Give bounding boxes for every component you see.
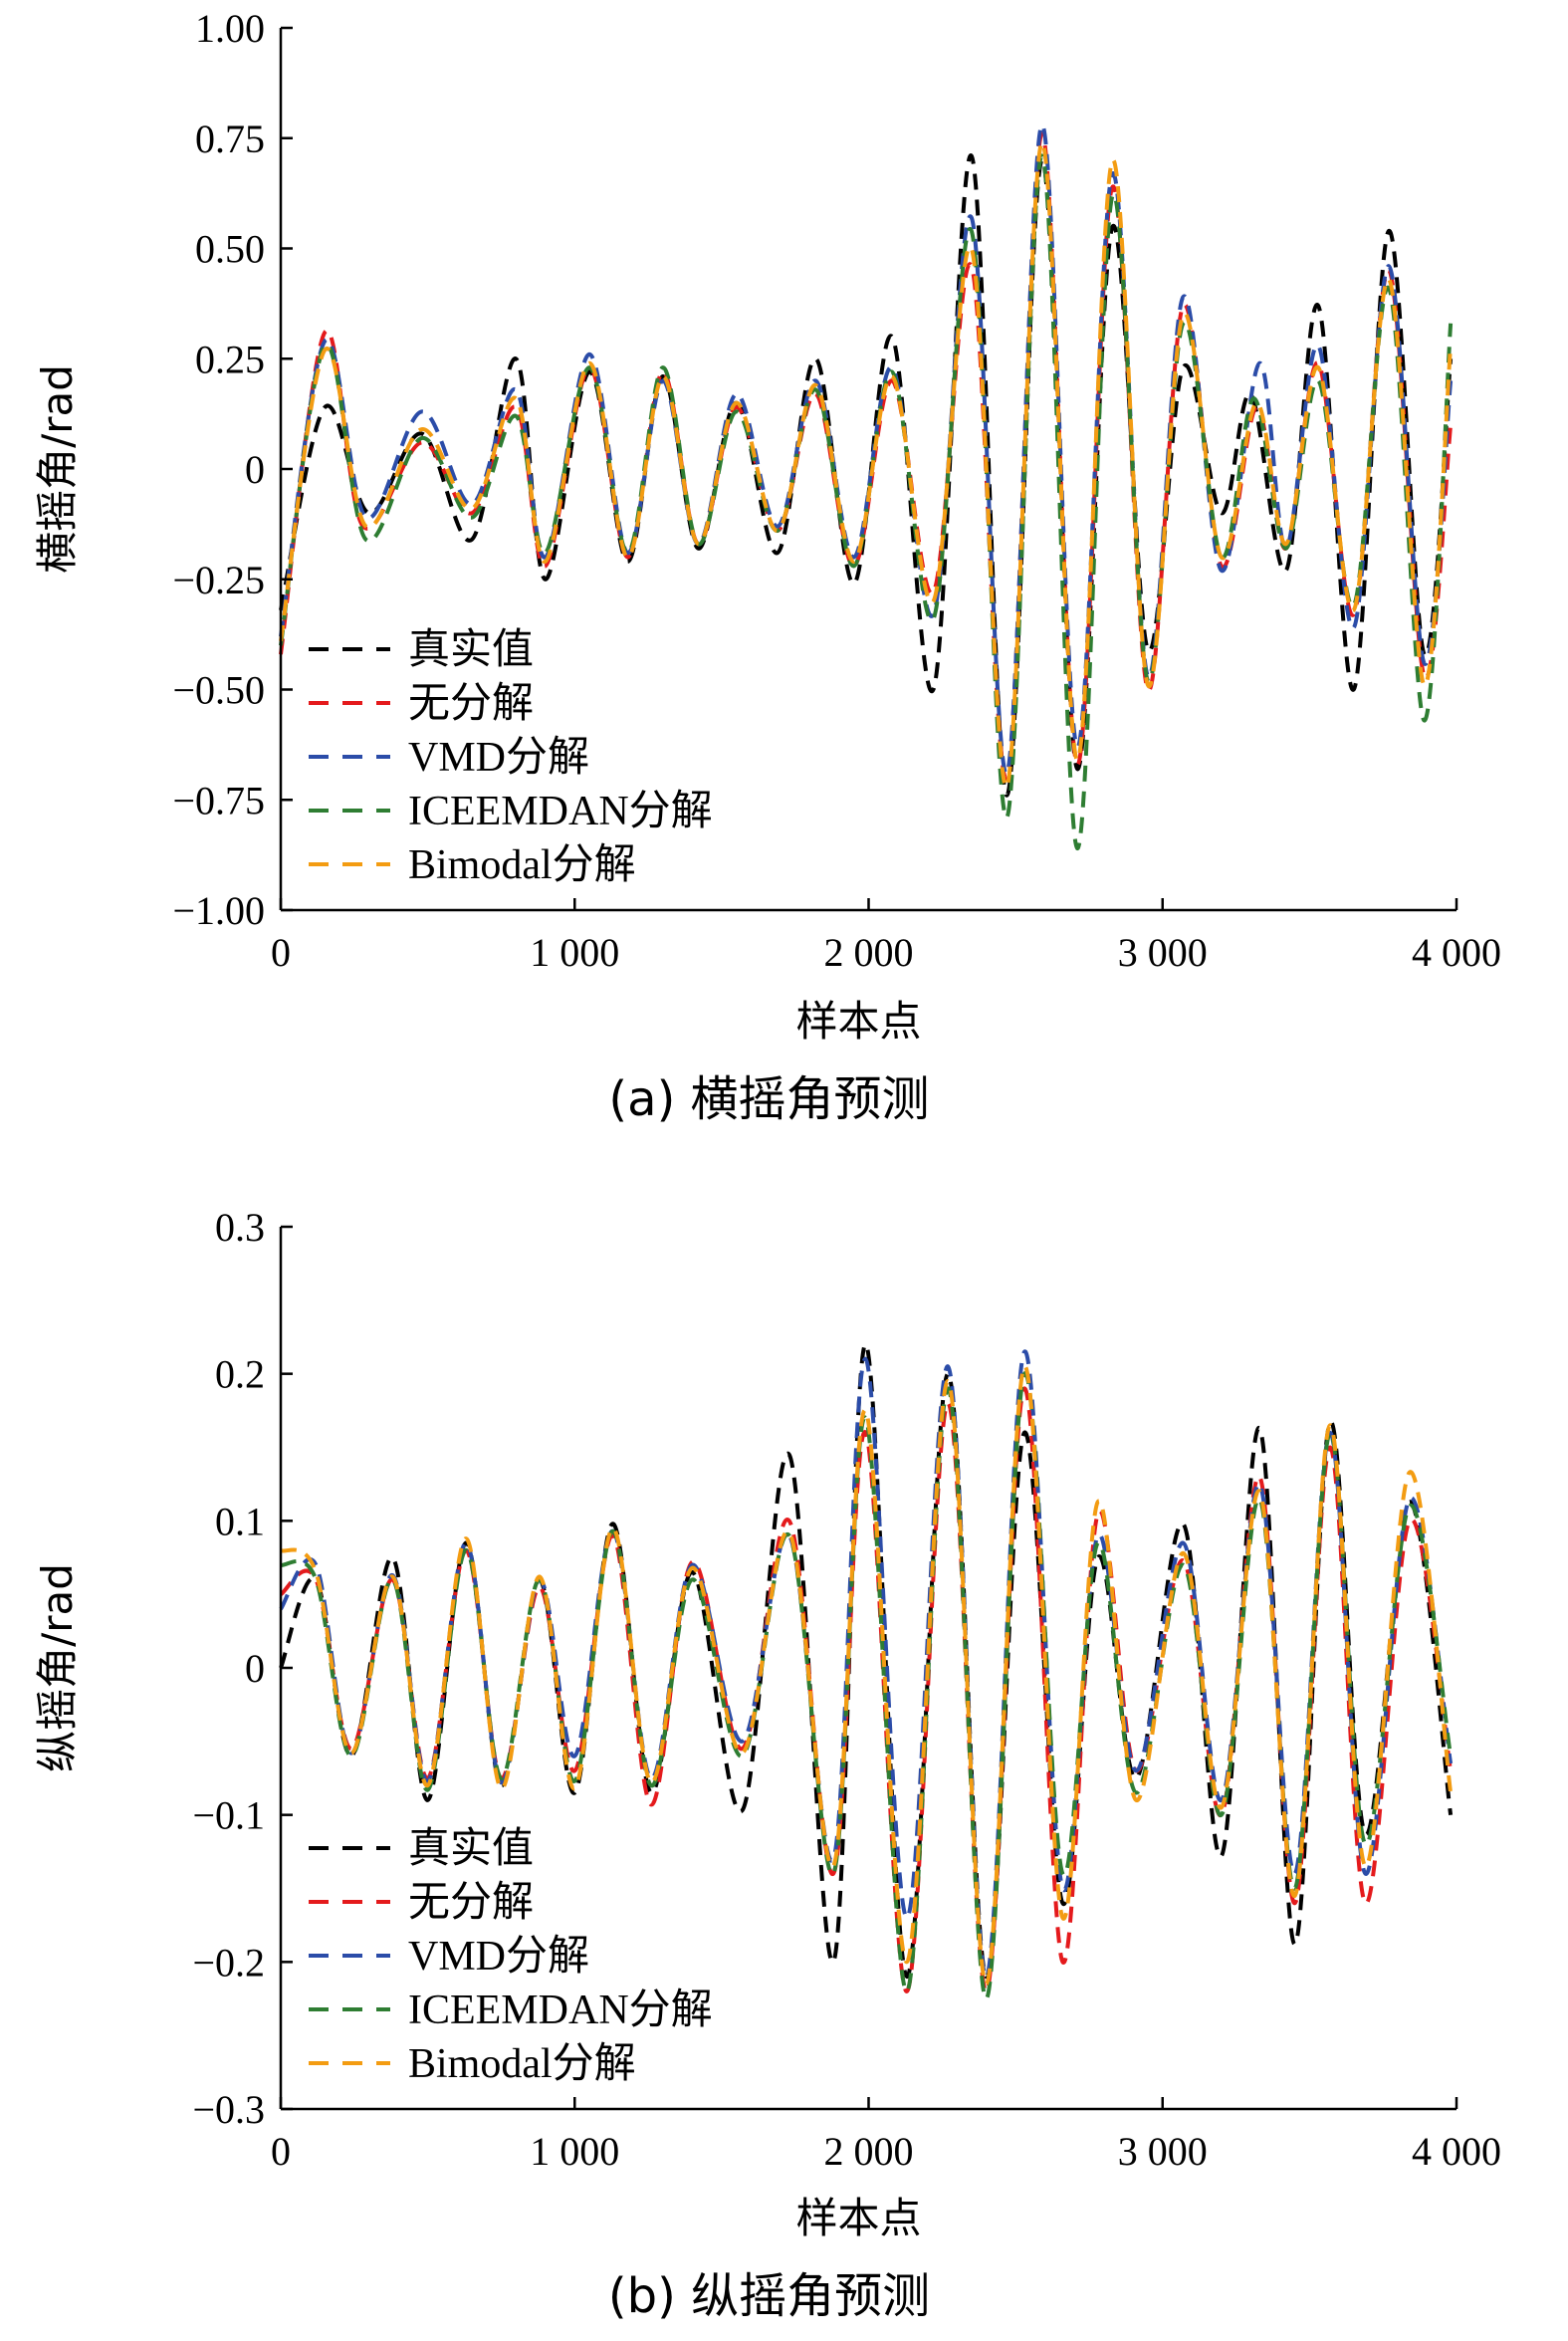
y-tick-label: 1.00	[195, 6, 265, 51]
y-tick-label: 0.2	[215, 1352, 265, 1397]
y-tick-label: −0.1	[192, 1793, 265, 1838]
legend-label-bimodal-decomposition: Bimodal分解	[408, 842, 636, 888]
x-tick-label: 0	[271, 2129, 291, 2174]
series-line-vmd-decomposition	[279, 122, 1454, 776]
x-axis-title: 样本点	[795, 2194, 921, 2242]
y-tick-label: 0.50	[195, 227, 265, 272]
y-tick-label: 0.3	[215, 1205, 265, 1250]
series-line-bimodal-decomposition	[279, 140, 1454, 790]
y-tick-label: 0.1	[215, 1499, 265, 1543]
y-tick-label: −0.50	[172, 668, 265, 713]
legend-label-iceemdan-decomposition: ICEEMDAN分解	[408, 789, 713, 834]
legend-label-vmd-decomposition: VMD分解	[408, 735, 589, 781]
y-tick-label: −0.75	[172, 778, 265, 822]
y-axis-title: 纵摇角/rad	[33, 1563, 82, 1772]
series-line-bimodal-decomposition	[279, 1364, 1454, 1987]
x-axis-title: 样本点	[795, 997, 921, 1046]
x-tick-label: 2 000	[824, 2129, 914, 2174]
legend-label-iceemdan-decomposition: ICEEMDAN分解	[408, 1988, 713, 2033]
legend-label-vmd-decomposition: VMD分解	[408, 1934, 589, 1980]
x-tick-label: 2 000	[824, 930, 914, 975]
legend-label-no-decomposition: 无分解	[408, 681, 534, 727]
x-tick-label: 3 000	[1118, 930, 1208, 975]
x-tick-label: 4 000	[1412, 930, 1501, 975]
chart-caption: (a) 横摇角预测	[608, 1071, 929, 1127]
roll-angle-chart: −1.00 −0.75 −0.50 −0.25 0 0.25 0.50 0.75 1.00 0 1 …	[33, 6, 1501, 1127]
series-group	[279, 1342, 1454, 2001]
y-tick-label: −1.00	[172, 888, 265, 933]
y-tick-label: 0	[245, 447, 265, 492]
x-tick-label: 1 000	[530, 2129, 619, 2174]
y-axis-title: 横摇角/rad	[33, 364, 82, 574]
y-tick-label: −0.3	[192, 2087, 265, 2132]
y-tick-label: 0	[245, 1646, 265, 1691]
x-tick-label: 1 000	[530, 930, 619, 975]
series-line-true-value	[279, 153, 1454, 798]
series-group	[279, 122, 1454, 851]
pitch-angle-chart: −0.3 −0.2 −0.1 0 0.1 0.2 0.3 0 1 000 2 000 3 000 4 …	[33, 1205, 1501, 2324]
y-tick-label: 0.25	[195, 337, 265, 381]
x-tick-label: 0	[271, 930, 291, 975]
legend-label-true-value: 真实值	[408, 626, 534, 673]
legend-label-bimodal-decomposition: Bimodal分解	[408, 2041, 636, 2087]
chart-caption: (b) 纵摇角预测	[608, 2268, 930, 2324]
y-tick-label: 0.75	[195, 117, 265, 161]
legend-label-true-value: 真实值	[408, 1825, 534, 1872]
x-tick-label: 3 000	[1118, 2129, 1208, 2174]
y-tick-label: −0.25	[172, 558, 265, 602]
y-tick-label: −0.2	[192, 1940, 265, 1985]
x-tick-label: 4 000	[1412, 2129, 1501, 2174]
legend-label-no-decomposition: 无分解	[408, 1880, 534, 1926]
